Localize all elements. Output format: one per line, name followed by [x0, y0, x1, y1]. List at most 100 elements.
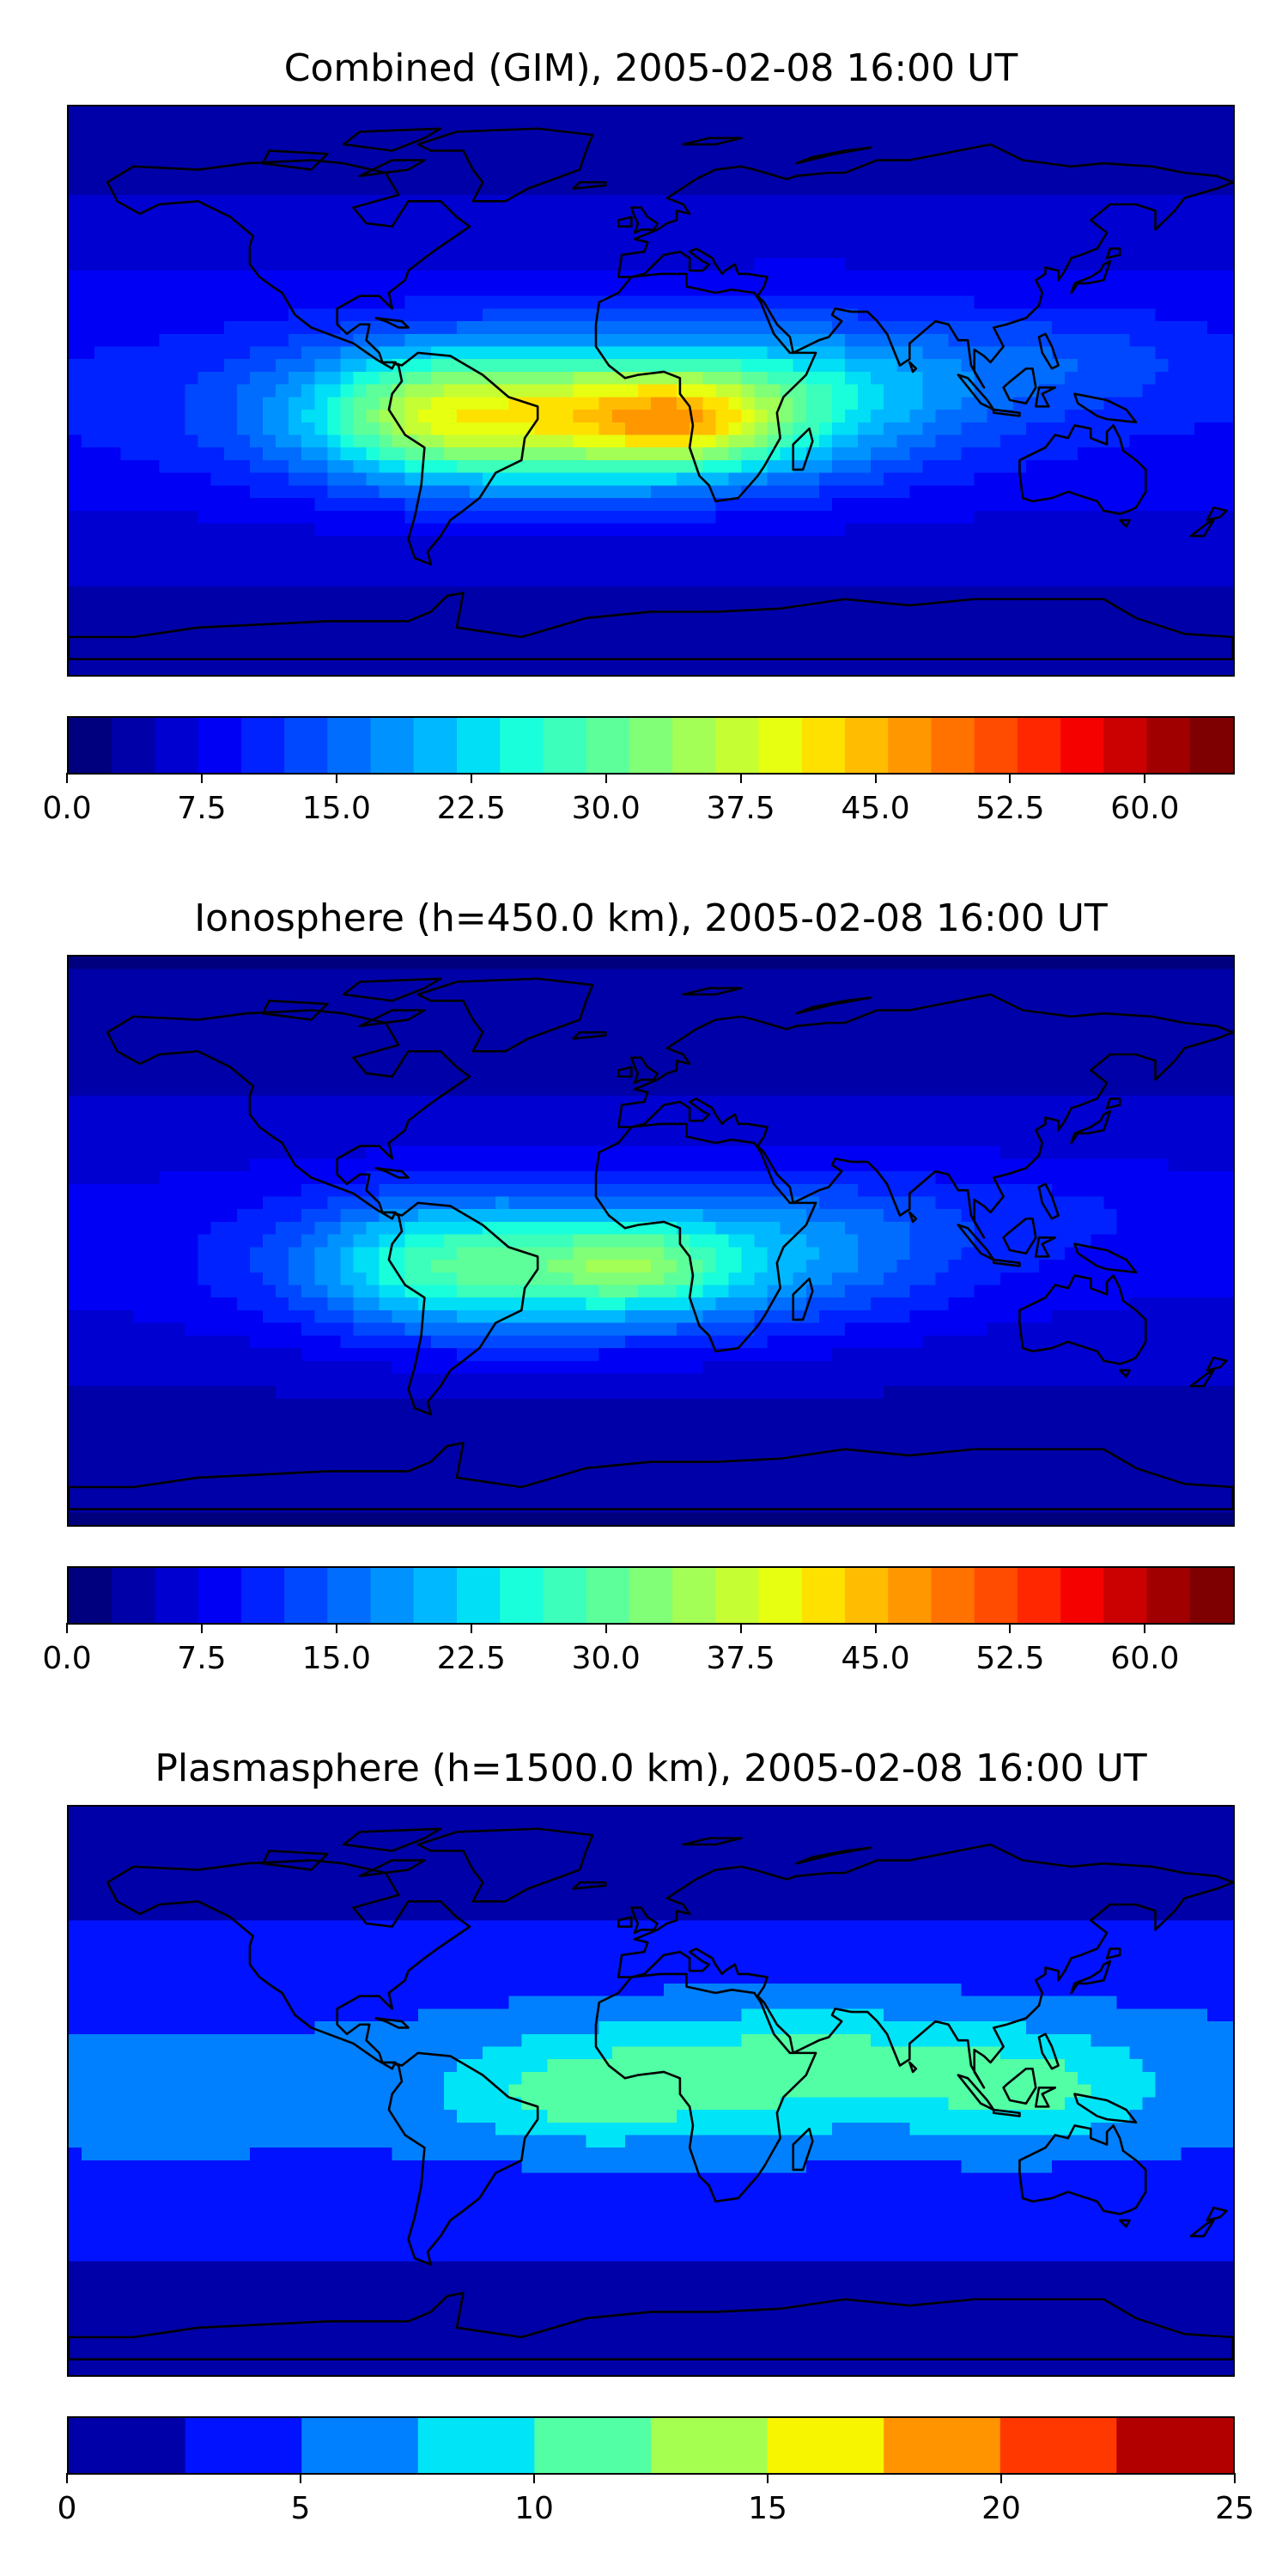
heatmap-cell: [909, 1057, 923, 1071]
heatmap-cell: [858, 207, 872, 221]
heatmap-cell: [780, 624, 794, 638]
heatmap-cell: [236, 548, 251, 562]
heatmap-cell: [69, 472, 82, 486]
heatmap-cell: [1155, 410, 1170, 423]
heatmap-cell: [276, 1019, 289, 1033]
heatmap-cell: [573, 144, 587, 158]
heatmap-cell: [845, 1057, 859, 1071]
heatmap-cell: [896, 371, 910, 386]
heatmap-cell: [793, 434, 807, 448]
heatmap-cell: [547, 981, 562, 995]
heatmap-cell: [1012, 245, 1027, 259]
heatmap-cell: [1116, 1019, 1131, 1033]
heatmap-cell: [935, 662, 950, 675]
heatmap-cell: [404, 295, 419, 309]
heatmap-cell: [301, 447, 315, 461]
heatmap-cell: [573, 459, 587, 474]
heatmap-cell: [120, 233, 134, 246]
heatmap-cell: [1181, 308, 1195, 322]
heatmap-cell: [884, 586, 897, 600]
heatmap-cell: [1206, 346, 1221, 360]
heatmap-cell: [172, 636, 186, 651]
heatmap-cell: [1219, 156, 1233, 171]
heatmap-cell: [249, 321, 264, 335]
heatmap-cell: [974, 447, 988, 461]
heatmap-cell: [366, 182, 380, 196]
heatmap-cell: [754, 957, 769, 970]
heatmap-cell: [1129, 295, 1144, 309]
heatmap-cell: [858, 434, 872, 448]
heatmap-cell: [858, 321, 872, 335]
heatmap-cell: [728, 308, 743, 322]
heatmap-cell: [289, 258, 302, 271]
heatmap-cell: [172, 131, 186, 145]
heatmap-cell: [961, 586, 975, 600]
heatmap-cell: [263, 397, 276, 410]
heatmap-cell: [327, 118, 341, 133]
heatmap-cell: [884, 624, 897, 638]
heatmap-cell: [495, 106, 509, 120]
heatmap-cell: [754, 346, 769, 360]
heatmap-cell: [754, 144, 769, 158]
heatmap-cell: [534, 270, 549, 284]
heatmap-cell: [483, 144, 496, 158]
heatmap-cell: [508, 574, 522, 587]
heatmap-cell: [1168, 169, 1182, 183]
heatmap-cell: [417, 410, 432, 423]
heatmap-cell: [1155, 1057, 1170, 1071]
heatmap-cell: [379, 662, 393, 675]
heatmap-cell: [327, 245, 341, 259]
heatmap-cell: [677, 485, 690, 499]
heatmap-cell: [69, 118, 82, 133]
heatmap-cell: [1129, 182, 1144, 196]
heatmap-cell: [858, 397, 872, 410]
heatmap-cell: [560, 649, 574, 663]
heatmap-cell: [456, 662, 471, 675]
heatmap-cell: [1219, 410, 1233, 423]
heatmap-cell: [301, 994, 315, 1008]
heatmap-cell: [987, 981, 1001, 995]
heatmap-cell: [263, 233, 276, 246]
heatmap-cell: [767, 981, 781, 995]
heatmap-cell: [1065, 561, 1078, 574]
heatmap-cell: [999, 1057, 1014, 1071]
heatmap-cell: [805, 611, 820, 625]
heatmap-cell: [547, 561, 562, 574]
heatmap-cell: [107, 957, 121, 970]
heatmap-cell: [456, 1057, 471, 1071]
heatmap-cell: [922, 182, 937, 196]
heatmap-cell: [611, 485, 626, 499]
heatmap-cell: [327, 472, 341, 486]
heatmap-cell: [702, 207, 716, 221]
heatmap-cell: [1116, 131, 1131, 145]
heatmap-cell: [754, 1057, 769, 1071]
heatmap-cell: [443, 384, 458, 398]
heatmap-cell: [547, 498, 562, 512]
heatmap-cell: [961, 384, 975, 398]
heatmap-cell: [197, 131, 212, 145]
heatmap-cell: [236, 611, 251, 625]
heatmap-cell: [1025, 434, 1040, 448]
heatmap-cell: [805, 220, 820, 234]
heatmap-cell: [974, 156, 988, 171]
heatmap-cell: [845, 574, 859, 587]
heatmap-cell: [805, 131, 820, 145]
heatmap-cell: [805, 270, 820, 284]
heatmap-cell: [508, 295, 522, 309]
heatmap-cell: [922, 598, 937, 613]
heatmap-cell: [172, 270, 186, 284]
heatmap-cell: [961, 548, 975, 562]
heatmap-cell: [754, 561, 769, 574]
heatmap-cell: [664, 434, 677, 448]
heatmap-cell: [884, 611, 897, 625]
heatmap-cell: [935, 207, 950, 221]
heatmap-cell: [1103, 233, 1117, 246]
heatmap-cell: [107, 434, 121, 448]
heatmap-cell: [159, 1057, 173, 1071]
heatmap-cell: [82, 485, 95, 499]
heatmap-cell: [521, 1070, 535, 1084]
heatmap-cell: [586, 182, 600, 196]
heatmap-cell: [909, 485, 923, 499]
heatmap-cell: [805, 636, 820, 651]
heatmap-cell: [146, 283, 161, 297]
